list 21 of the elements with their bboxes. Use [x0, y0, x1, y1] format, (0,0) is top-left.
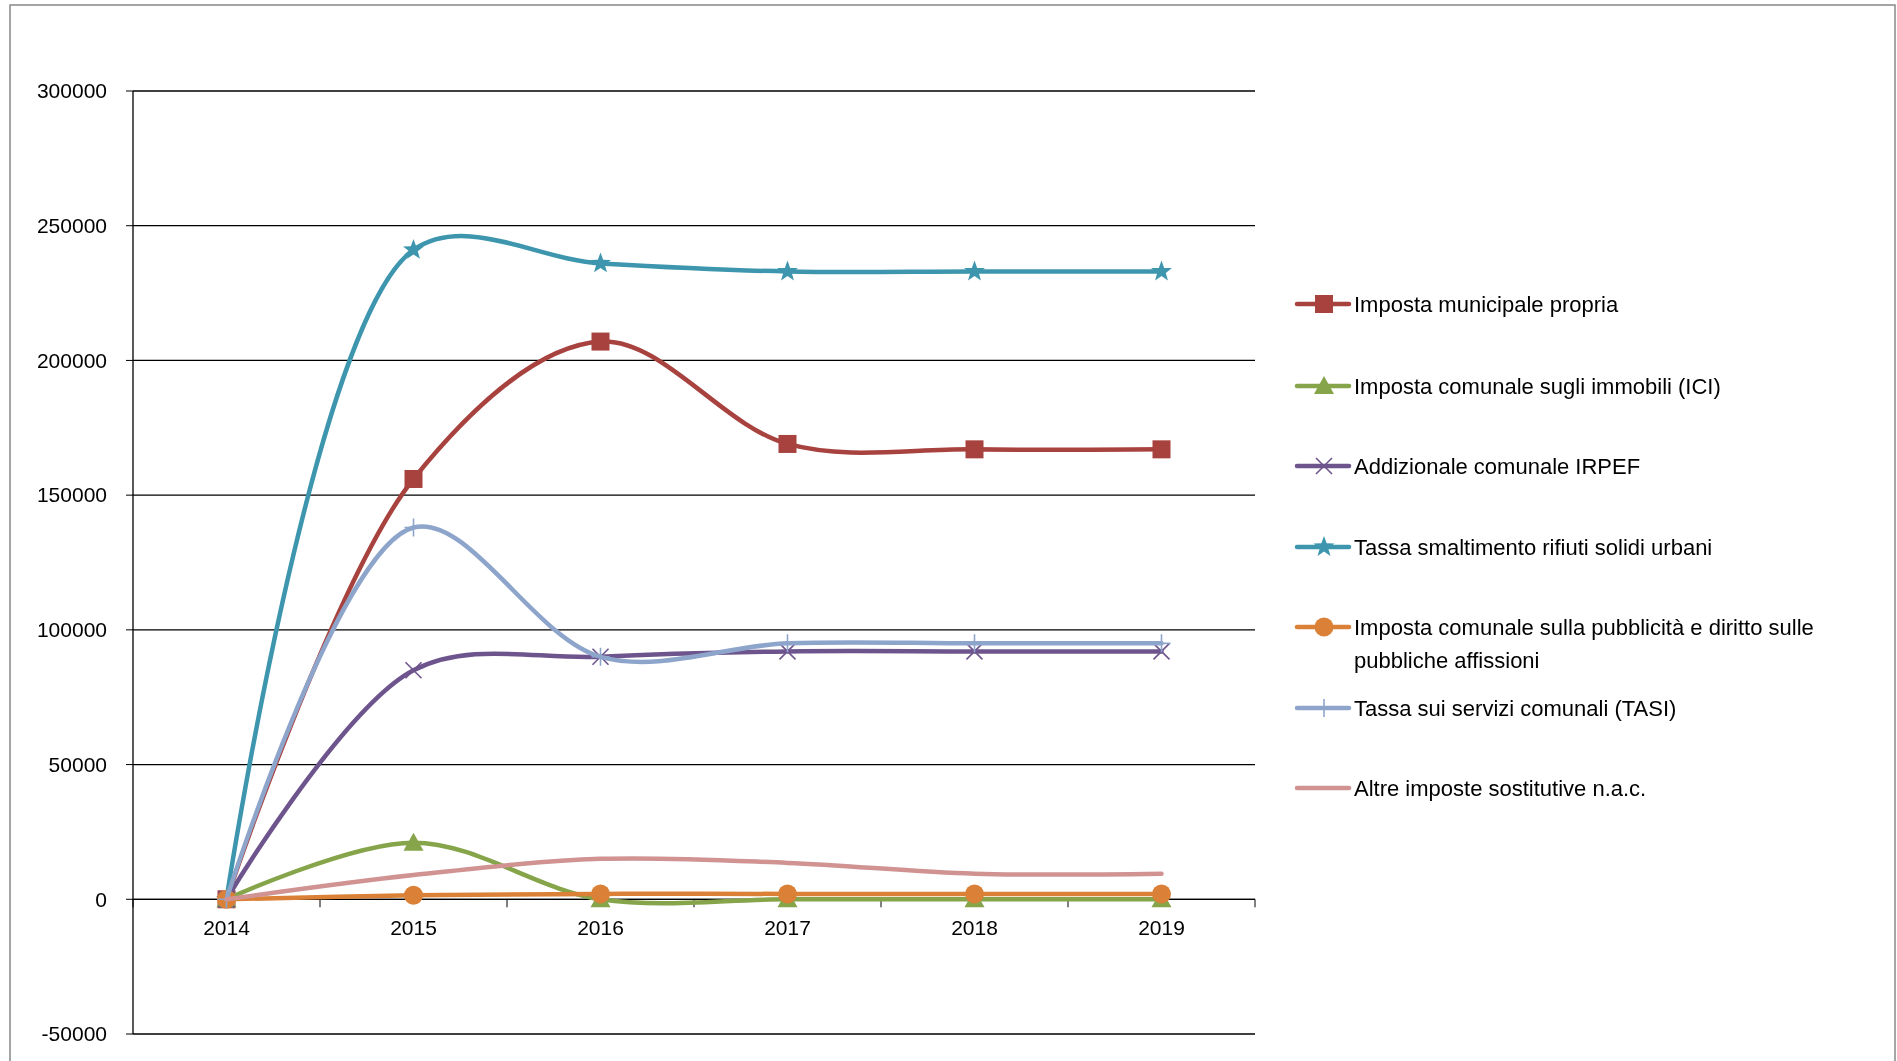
- x-tick-label: 2019: [1138, 916, 1185, 940]
- y-tick-label: 0: [95, 887, 107, 911]
- x-tick-label: 2014: [203, 916, 251, 940]
- x-tick-label: 2015: [390, 916, 437, 940]
- legend-label: Altre imposte sostitutive n.a.c.: [1354, 775, 1647, 801]
- x-tick-label: 2016: [577, 916, 624, 940]
- y-tick-label: 150000: [36, 483, 107, 507]
- legend-label: Imposta comunale sulla pubblicità e diritto sulle pubbliche affissioni: [1354, 614, 1814, 673]
- legend-label: Tassa smaltimento rifiuti solidi urbani: [1354, 534, 1713, 560]
- legend-label: Tassa sui servizi comunali (TASI): [1354, 695, 1677, 721]
- y-tick-label: 250000: [36, 214, 107, 238]
- y-tick-label: 200000: [36, 348, 107, 372]
- legend-label: Addizionale comunale IRPEF: [1354, 453, 1641, 479]
- x-tick-label: 2017: [764, 916, 811, 940]
- y-tick-label: 100000: [36, 618, 107, 642]
- x-tick-label: 2018: [951, 916, 998, 940]
- legend-label: Imposta municipale propria: [1354, 291, 1619, 317]
- y-tick-label: -50000: [41, 1022, 107, 1046]
- legend-label: Imposta comunale sugli immobili (ICI): [1354, 373, 1721, 399]
- y-tick-label: 50000: [48, 752, 107, 776]
- y-tick-label: 300000: [36, 79, 107, 103]
